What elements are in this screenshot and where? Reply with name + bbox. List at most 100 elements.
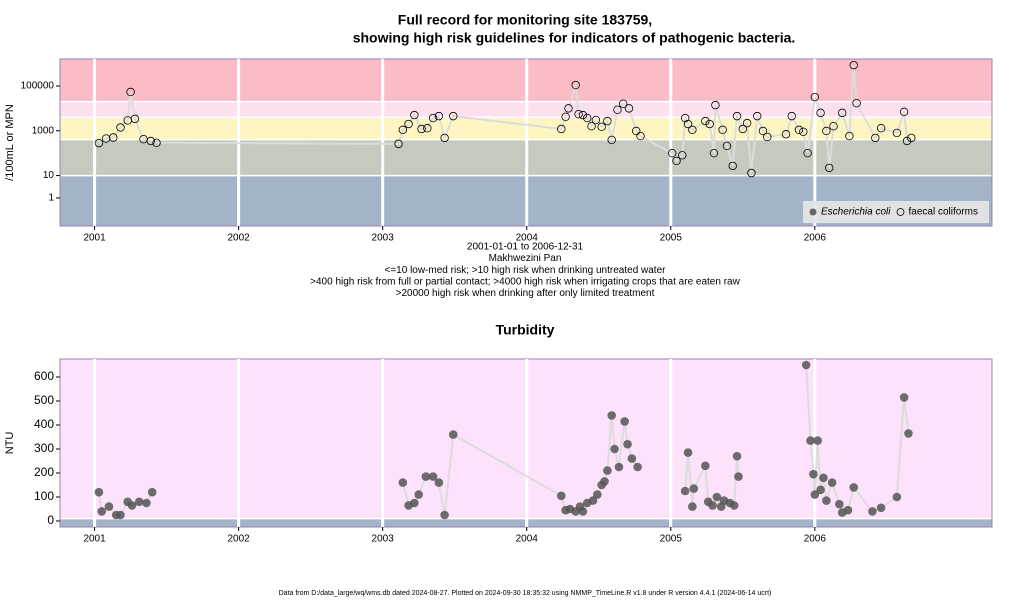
data-point	[712, 492, 722, 502]
data-point	[421, 472, 431, 481]
data-point	[849, 483, 859, 492]
note: <=10 low-med risk; >10 high risk when dr…	[385, 265, 667, 276]
y-tick-label: 200	[34, 465, 54, 479]
data-point	[607, 411, 617, 420]
data-point	[747, 168, 756, 178]
y-axis-label: /100mL or MPN	[4, 104, 16, 181]
data-point	[708, 501, 717, 510]
x-tick-label: 2001	[83, 534, 106, 545]
data-point	[600, 477, 609, 486]
data-point	[428, 113, 438, 123]
data-point	[597, 122, 606, 132]
x-tick-label: 2005	[660, 233, 683, 244]
data-point	[578, 507, 588, 516]
data-point	[738, 124, 747, 134]
y-tick-label: 400	[34, 417, 54, 431]
x-tick-label: 2004	[516, 534, 539, 545]
data-point	[668, 148, 677, 158]
data-point	[822, 496, 831, 505]
data-point	[620, 417, 629, 426]
data-point	[603, 116, 612, 126]
data-point	[440, 133, 449, 143]
data-point	[904, 429, 913, 438]
data-point	[109, 133, 118, 142]
data-point	[678, 151, 687, 160]
data-point	[591, 115, 601, 125]
data-point	[892, 128, 902, 138]
data-point	[742, 118, 752, 128]
legend-label: faecal coliforms	[908, 207, 977, 218]
panel-title: Turbidity	[496, 322, 555, 338]
data-point	[843, 505, 853, 515]
y-tick-label: 10	[43, 170, 55, 181]
data-point	[701, 461, 710, 471]
note: >20000 high risk when drinking after onl…	[396, 288, 655, 299]
series-line	[98, 65, 912, 174]
data-point	[440, 510, 449, 520]
y-tick-label: 100000	[21, 81, 55, 92]
data-point	[623, 439, 632, 449]
x-tick-label: 2004	[516, 233, 539, 244]
data-point	[624, 104, 634, 113]
data-point	[130, 114, 140, 124]
data-point	[806, 436, 815, 445]
data-point	[414, 490, 423, 499]
data-point	[729, 501, 739, 510]
x-tick-label: 2003	[372, 534, 395, 545]
data-point	[801, 360, 811, 370]
data-point	[701, 116, 710, 126]
data-point	[892, 492, 902, 502]
data-point	[613, 105, 622, 115]
data-point	[711, 100, 720, 110]
data-point	[810, 490, 820, 499]
note: >400 high risk from full or partial cont…	[310, 276, 740, 287]
data-point	[564, 104, 573, 113]
data-point	[593, 490, 602, 499]
data-point	[449, 111, 458, 121]
data-point	[104, 502, 114, 511]
data-point	[763, 132, 772, 142]
y-tick-label: 300	[34, 441, 54, 455]
data-point	[825, 163, 834, 173]
data-point	[688, 502, 697, 511]
data-point	[876, 503, 886, 513]
x-tick-label: 2002	[227, 233, 250, 244]
data-point	[636, 131, 645, 141]
note: Makhwezini Pan	[489, 253, 562, 264]
data-point	[758, 126, 768, 136]
x-tick-label: 2006	[804, 534, 827, 545]
footer: Data from D:/data_large/wq/wms.db dated …	[279, 590, 772, 597]
data-point	[571, 80, 580, 90]
data-point	[799, 127, 808, 136]
legend-box	[803, 201, 989, 223]
data-point	[829, 121, 838, 131]
data-point	[417, 124, 426, 134]
data-point	[705, 119, 714, 129]
x-tick-label: 2002	[227, 534, 250, 545]
y-tick-label: 0	[47, 513, 54, 527]
data-point	[434, 111, 444, 121]
data-point	[871, 133, 880, 143]
data-point	[752, 111, 762, 121]
data-point	[689, 484, 699, 493]
data-point	[116, 510, 125, 520]
data-point	[587, 121, 596, 131]
data-point	[683, 448, 693, 457]
data-point	[683, 119, 693, 129]
data-point	[574, 109, 583, 119]
x-tick-label: 2003	[372, 233, 395, 244]
data-point	[868, 507, 877, 516]
data-point	[423, 124, 432, 133]
data-point	[709, 148, 719, 158]
data-point	[97, 507, 107, 516]
data-point	[126, 87, 135, 97]
data-point	[448, 430, 458, 439]
data-point	[835, 499, 844, 509]
legend-label: Escherichia coli	[821, 207, 891, 218]
data-point	[127, 501, 137, 510]
data-point	[902, 136, 912, 146]
data-point	[819, 473, 828, 483]
data-point	[428, 472, 438, 481]
data-point	[732, 451, 742, 461]
